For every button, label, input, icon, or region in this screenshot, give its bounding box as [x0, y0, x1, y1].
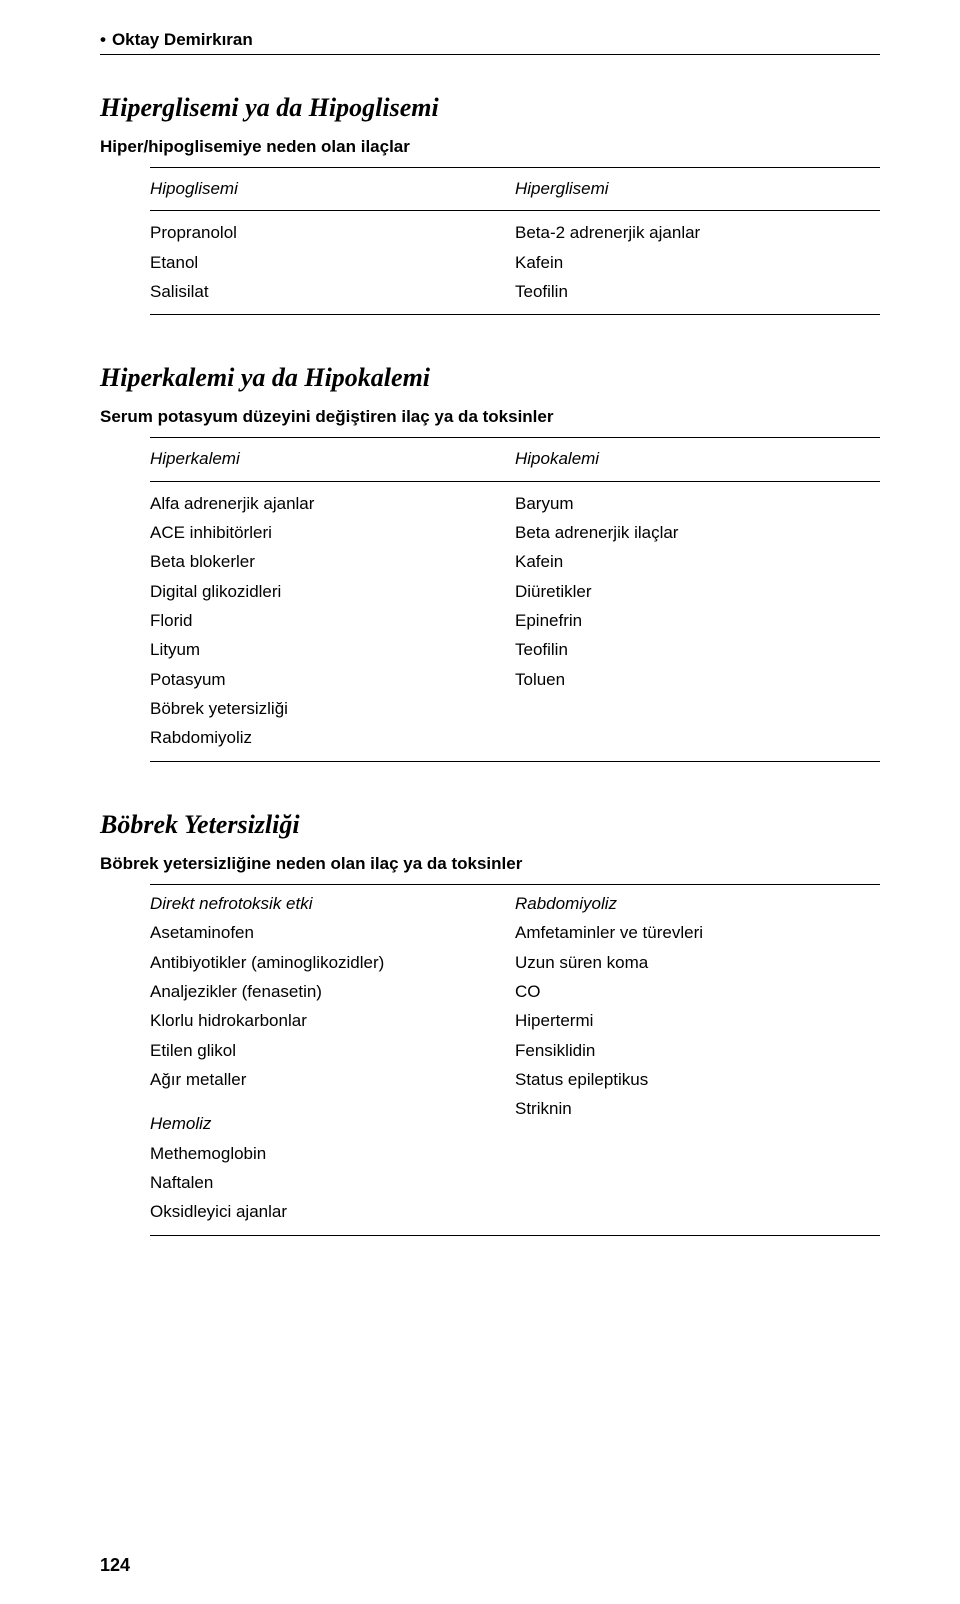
section2-title: Hiperkalemi ya da Hipokalemi [100, 363, 880, 393]
table-body: Direkt nefrotoksik etki Asetaminofen Ant… [150, 885, 880, 1235]
author-name: Oktay Demirkıran [112, 30, 253, 49]
cell: Toluen [515, 667, 880, 693]
col-right: Rabdomiyoliz Amfetaminler ve türevleri U… [515, 891, 880, 1229]
cell: Analjezikler (fenasetin) [150, 979, 515, 1005]
section2-subtitle: Serum potasyum düzeyini değiştiren ilaç … [100, 407, 880, 427]
cell: Digital glikozidleri [150, 579, 515, 605]
cell: Status epileptikus [515, 1067, 880, 1093]
cell: Kafein [515, 250, 880, 276]
cell: Beta-2 adrenerjik ajanlar [515, 220, 880, 246]
col-left: Propranolol Etanol Salisilat [150, 217, 515, 308]
col-header-right: Hipokalemi [515, 446, 880, 472]
table-header-row: Hiperkalemi Hipokalemi [150, 438, 880, 480]
bullet-icon: • [100, 30, 106, 49]
section1-table: Hipoglisemi Hiperglisemi Propranolol Eta… [150, 167, 880, 315]
col-header-left: Hipoglisemi [150, 176, 515, 202]
author-line: • Oktay Demirkıran [100, 30, 880, 50]
cell: Florid [150, 608, 515, 634]
cell: Kafein [515, 549, 880, 575]
cell: Etanol [150, 250, 515, 276]
cell: Hipertermi [515, 1008, 880, 1034]
cell: Rabdomiyoliz [150, 725, 515, 751]
cell: Antibiyotikler (aminoglikozidler) [150, 950, 515, 976]
sub-header: Direkt nefrotoksik etki [150, 891, 515, 917]
col-header-left: Hiperkalemi [150, 446, 515, 472]
cell: Amfetaminler ve türevleri [515, 920, 880, 946]
cell: Salisilat [150, 279, 515, 305]
table-body: Alfa adrenerjik ajanlar ACE inhibitörler… [150, 482, 880, 761]
cell: Naftalen [150, 1170, 515, 1196]
cell: Beta blokerler [150, 549, 515, 575]
page-container: • Oktay Demirkıran Hiperglisemi ya da Hip… [0, 0, 960, 1604]
table-rule [150, 761, 880, 762]
cell: Ağır metaller [150, 1067, 515, 1093]
cell: Striknin [515, 1096, 880, 1122]
table-rule [150, 314, 880, 315]
col-right: Beta-2 adrenerjik ajanlar Kafein Teofili… [515, 217, 880, 308]
cell: Klorlu hidrokarbonlar [150, 1008, 515, 1034]
cell: Epinefrin [515, 608, 880, 634]
section1-subtitle: Hiper/hipoglisemiye neden olan ilaçlar [100, 137, 880, 157]
section2-table: Hiperkalemi Hipokalemi Alfa adrenerjik a… [150, 437, 880, 761]
cell: Lityum [150, 637, 515, 663]
cell: Beta adrenerjik ilaçlar [515, 520, 880, 546]
cell: Asetaminofen [150, 920, 515, 946]
col-header-right: Hiperglisemi [515, 176, 880, 202]
cell: CO [515, 979, 880, 1005]
section3-table: Direkt nefrotoksik etki Asetaminofen Ant… [150, 884, 880, 1236]
col-left: Direkt nefrotoksik etki Asetaminofen Ant… [150, 891, 515, 1229]
col-right: Baryum Beta adrenerjik ilaçlar Kafein Di… [515, 488, 880, 755]
cell: Teofilin [515, 637, 880, 663]
cell: Methemoglobin [150, 1141, 515, 1167]
cell: Diüretikler [515, 579, 880, 605]
cell: ACE inhibitörleri [150, 520, 515, 546]
author-rule [100, 54, 880, 55]
cell: Fensiklidin [515, 1038, 880, 1064]
cell: Potasyum [150, 667, 515, 693]
table-header-row: Hipoglisemi Hiperglisemi [150, 168, 880, 210]
section3-subtitle: Böbrek yetersizliğine neden olan ilaç ya… [100, 854, 880, 874]
sub-header: Hemoliz [150, 1111, 515, 1137]
cell: Propranolol [150, 220, 515, 246]
cell: Uzun süren koma [515, 950, 880, 976]
table-rule [150, 1235, 880, 1236]
section3-title: Böbrek Yetersizliği [100, 810, 880, 840]
cell: Etilen glikol [150, 1038, 515, 1064]
page-number: 124 [100, 1555, 130, 1576]
cell: Böbrek yetersizliği [150, 696, 515, 722]
cell: Baryum [515, 491, 880, 517]
cell: Teofilin [515, 279, 880, 305]
table-body: Propranolol Etanol Salisilat Beta-2 adre… [150, 211, 880, 314]
sub-header: Rabdomiyoliz [515, 891, 880, 917]
col-left: Alfa adrenerjik ajanlar ACE inhibitörler… [150, 488, 515, 755]
cell: Alfa adrenerjik ajanlar [150, 491, 515, 517]
cell: Oksidleyici ajanlar [150, 1199, 515, 1225]
section1-title: Hiperglisemi ya da Hipoglisemi [100, 93, 880, 123]
